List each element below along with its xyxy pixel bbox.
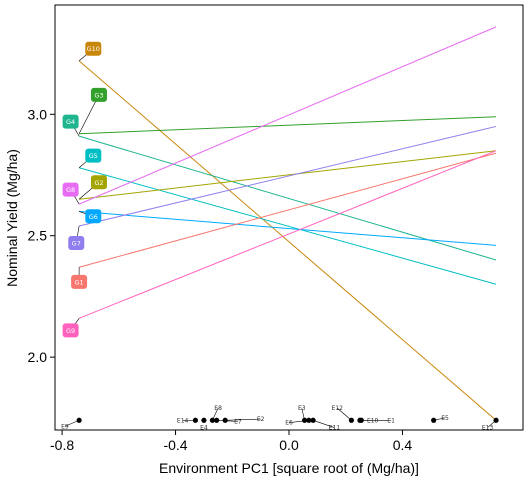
genotype-label-box bbox=[68, 236, 85, 250]
environment-label: E2 bbox=[257, 416, 265, 423]
genotype-label: G9 bbox=[66, 327, 75, 335]
genotype-line-g3 bbox=[79, 116, 497, 135]
y-axis: 2.0 2.5 3.0 bbox=[28, 106, 55, 365]
environment-leader-line bbox=[225, 418, 261, 421]
genotype-line-g7 bbox=[78, 125, 497, 227]
genotype-lines bbox=[78, 26, 497, 421]
y-tick-label: 3.0 bbox=[28, 106, 48, 122]
genotype-label-box bbox=[62, 323, 79, 338]
x-axis: -0.8 -0.4 0.0 0.4 bbox=[50, 430, 412, 453]
genotype-label: G2 bbox=[94, 179, 103, 187]
environment-point-e13 bbox=[493, 417, 499, 423]
environment-point-e7 bbox=[214, 417, 220, 423]
genotype-label-box bbox=[90, 175, 107, 190]
y-tick-label: 2.5 bbox=[28, 228, 48, 244]
genotype-label-box bbox=[62, 114, 79, 129]
genotype-line-g9 bbox=[78, 150, 497, 319]
environment-label: E7 bbox=[234, 419, 242, 426]
environment-point-e1 bbox=[358, 417, 364, 423]
environment-label: E9 bbox=[61, 423, 69, 430]
environment-points: E9 E14 E4 E8 E7 E2 E3 E6 E11 E12 E10 E1 E5 E13 bbox=[61, 405, 499, 432]
environment-point-e2 bbox=[222, 417, 228, 423]
genotype-label: G3 bbox=[94, 91, 103, 99]
genotype-label: G10 bbox=[87, 45, 100, 53]
genotype-label: G7 bbox=[72, 240, 81, 248]
environment-label: E3 bbox=[298, 405, 306, 412]
x-tick-label: 0.0 bbox=[279, 437, 299, 453]
y-axis-label: Nominal Yield (Mg/ha) bbox=[4, 149, 20, 287]
x-tick-label: -0.8 bbox=[50, 437, 74, 453]
environment-label: E13 bbox=[482, 425, 494, 432]
environment-point-e9 bbox=[76, 417, 82, 423]
environment-label: E1 bbox=[387, 417, 395, 424]
environment-point-e8 bbox=[209, 417, 216, 423]
environment-label: E8 bbox=[214, 405, 222, 412]
environment-label: E12 bbox=[331, 405, 343, 412]
environment-point-e14 bbox=[192, 417, 198, 423]
x-axis-label: Environment PC1 [square root of (Mg/ha)] bbox=[159, 460, 419, 476]
genotype-label-box bbox=[62, 182, 79, 197]
genotype-line-g10 bbox=[78, 60, 497, 421]
genotype-line-g5 bbox=[78, 167, 497, 285]
genotype-label-box bbox=[85, 209, 102, 224]
genotype-label-box bbox=[71, 274, 88, 289]
environment-label: E4 bbox=[200, 425, 208, 432]
environment-point-e4 bbox=[201, 417, 207, 423]
environment-point-e12 bbox=[348, 417, 354, 423]
genotype-line-g2 bbox=[79, 150, 497, 200]
genotype-label: G6 bbox=[89, 213, 98, 221]
genotype-line-g1 bbox=[78, 152, 497, 268]
genotype-label-box bbox=[85, 41, 102, 56]
genotype-label: G8 bbox=[66, 186, 75, 194]
genotype-line-g8 bbox=[78, 26, 497, 205]
environment-label: E11 bbox=[329, 425, 341, 432]
genotype-label-box bbox=[90, 87, 107, 102]
environment-point-e3 bbox=[302, 417, 308, 423]
environment-leader-line bbox=[337, 407, 352, 421]
y-tick-label: 2.0 bbox=[28, 349, 48, 365]
environment-leader-line bbox=[288, 419, 309, 424]
genotype-label: G4 bbox=[66, 118, 75, 126]
environment-point-e11 bbox=[310, 417, 316, 423]
genotype-line-g6 bbox=[79, 210, 497, 246]
x-tick-label: 0.4 bbox=[393, 437, 413, 453]
environment-leader-line bbox=[313, 420, 335, 428]
environment-label: E14 bbox=[177, 417, 189, 424]
genotype-label: G1 bbox=[75, 278, 84, 286]
x-tick-label: -0.4 bbox=[163, 437, 187, 453]
genotype-labels: G10 G3 G4 G5 G2 G8 G6 G7 G1 G9 bbox=[62, 41, 107, 338]
environment-label: E10 bbox=[367, 417, 379, 424]
genotype-label-box bbox=[85, 148, 102, 163]
environment-point-e6 bbox=[306, 417, 312, 423]
environment-point-e5 bbox=[431, 417, 437, 423]
genotype-label: G5 bbox=[89, 152, 98, 160]
environment-label: E5 bbox=[441, 415, 449, 422]
environment-label: E6 bbox=[285, 420, 293, 427]
